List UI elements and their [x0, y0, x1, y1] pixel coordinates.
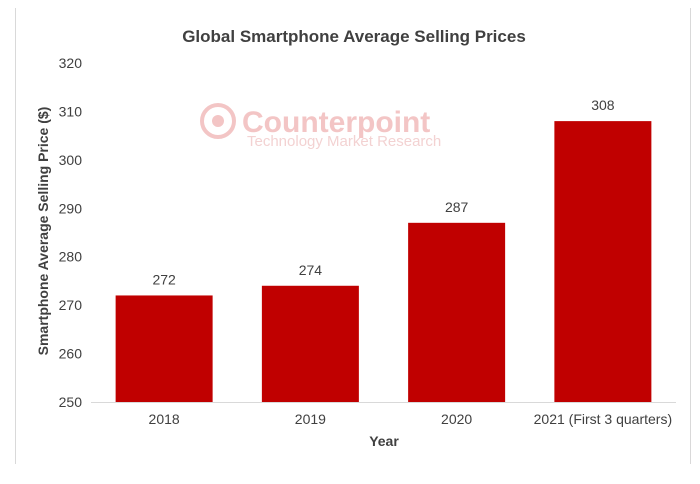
data-label: 287 [445, 199, 469, 215]
x-tick-label: 2020 [441, 411, 472, 427]
x-tick-label: 2018 [149, 411, 180, 427]
y-tick-label: 280 [59, 249, 83, 265]
x-axis-title: Year [369, 433, 399, 449]
watermark-name: Counterpoint [242, 106, 430, 139]
bar-2021 [554, 121, 652, 402]
bar-2019 [261, 285, 359, 402]
chart-frame [15, 8, 691, 464]
y-tick-label: 250 [59, 394, 83, 410]
y-tick-label: 290 [59, 200, 83, 216]
watermark: Counterpoint Technology Market Research [200, 103, 441, 150]
y-axis-ticks: 250 260 270 280 290 300 310 320 [59, 55, 83, 410]
y-tick-label: 310 [59, 103, 83, 119]
counterpoint-logo-icon [200, 103, 236, 139]
bars [115, 121, 652, 402]
y-tick-label: 260 [59, 346, 83, 362]
data-label: 272 [152, 271, 176, 287]
bar-2018 [115, 295, 213, 402]
x-tick-label: 2019 [295, 411, 326, 427]
y-tick-label: 300 [59, 152, 83, 168]
watermark-tagline: Technology Market Research [247, 133, 441, 150]
y-tick-label: 320 [59, 55, 83, 71]
y-axis-title: Smartphone Average Selling Price ($) [35, 107, 51, 356]
data-label: 308 [591, 97, 615, 113]
x-axis-ticks: 2018 2019 2020 2021 (First 3 quarters) [149, 411, 673, 427]
chart-title: Global Smartphone Average Selling Prices [182, 27, 526, 46]
bar-2020 [408, 222, 506, 402]
data-label: 274 [299, 262, 323, 278]
x-tick-label: 2021 (First 3 quarters) [534, 411, 673, 427]
data-labels: 272 274 287 308 [152, 97, 614, 287]
y-tick-label: 270 [59, 297, 83, 313]
